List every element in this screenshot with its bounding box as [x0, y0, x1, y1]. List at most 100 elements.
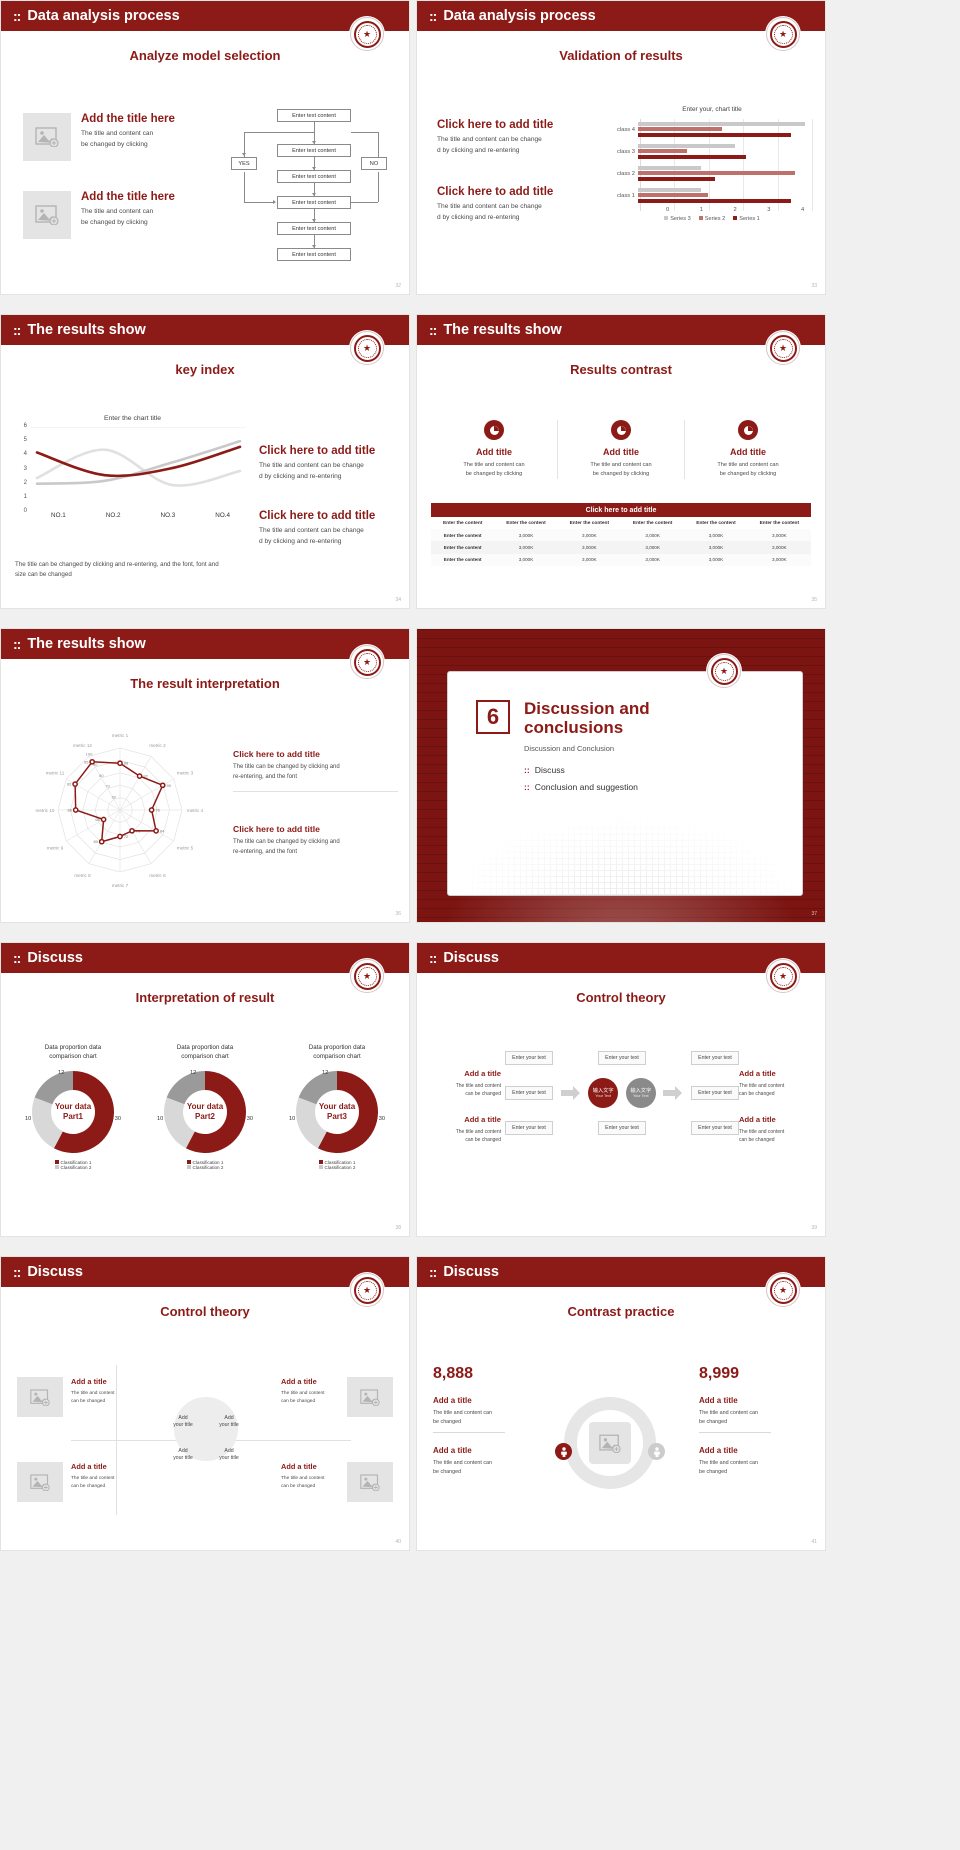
center-circle-2[interactable]: 输入文字 Your Text	[625, 1078, 656, 1108]
donut-chart[interactable]: Your data Part2 12 30 10	[157, 1070, 253, 1153]
result-card[interactable]: Add title The title and content can be ch…	[685, 420, 811, 479]
diagram-box[interactable]: Enter your text	[691, 1051, 739, 1065]
header-title: Discuss	[27, 950, 83, 966]
bar	[638, 176, 715, 181]
left-block-2: Add a title The title and content can be …	[427, 1115, 501, 1145]
diagram-box[interactable]: Enter your text	[598, 1121, 646, 1135]
table-cell: 3,000K	[518, 532, 534, 538]
y-tick-label: 1	[23, 493, 27, 500]
donut-center-label: Your data Part2	[186, 1102, 224, 1121]
svg-text:76: 76	[155, 808, 160, 813]
y-tick-label: 4	[23, 451, 27, 458]
donut-legend: Classification 1 Classification 2	[318, 1160, 355, 1170]
result-card[interactable]: Add title The title and content can be ch…	[431, 420, 558, 480]
donut-row: Data proportion data comparison chart Your…	[7, 1043, 403, 1174]
right-block-2: Add a title The title and content can be …	[739, 1115, 815, 1145]
results-table[interactable]: Click here to add title Enter the conten…	[431, 503, 811, 566]
table-row[interactable]: Enter the content 3,000K 3,000K 3,000K 3,000…	[431, 541, 811, 554]
slide-header: :: Discuss	[1, 943, 409, 973]
cell-line1: Add	[224, 1448, 234, 1454]
quad-top-right: Add a title The title and content can be …	[281, 1377, 393, 1417]
table-cell: 3,000K	[645, 532, 660, 538]
center-cell[interactable]: Add your title	[206, 1409, 252, 1440]
flow-decision-yes[interactable]: YES	[231, 157, 257, 170]
block-line1: The title and content	[739, 1129, 785, 1135]
slide-40[interactable]: :: Discuss ★ Control theory Add a title …	[0, 1256, 410, 1551]
table-cell: 3,000K	[772, 532, 787, 538]
diagram-box[interactable]: Enter your text	[505, 1086, 553, 1100]
flow-node[interactable]: Enter text content	[277, 248, 351, 261]
diagram-box[interactable]: Enter your text	[598, 1051, 646, 1065]
center-cell[interactable]: Add your title	[206, 1440, 252, 1471]
slide-35[interactable]: :: The results show ★ Results contrast A…	[416, 314, 826, 609]
image-placeholder-icon[interactable]	[347, 1462, 393, 1502]
donut-chart[interactable]: Your data Part3 12 30 10	[289, 1070, 385, 1153]
donut-cell: Data proportion data comparison chart Your…	[139, 1043, 271, 1174]
slide-34[interactable]: :: The results show ★ key index Enter th…	[0, 314, 410, 609]
image-placeholder-icon[interactable]	[23, 191, 71, 239]
center-cell[interactable]: Add your title	[160, 1409, 206, 1440]
quad-title: Add a title	[71, 1377, 107, 1386]
diagram-box[interactable]: Enter your text	[505, 1051, 553, 1065]
chart-title: Enter the chart title	[103, 415, 162, 422]
donut-value-left: 10	[25, 1115, 32, 1122]
block-title: Click here to add title	[259, 445, 376, 457]
image-placeholder-icon[interactable]	[589, 1422, 631, 1464]
svg-text:metric 7: metric 7	[112, 883, 129, 888]
donut-value-right: 30	[378, 1115, 385, 1122]
x-tick-label: 1	[699, 207, 703, 213]
bullet-dots-icon: ::	[524, 765, 530, 776]
header-title: Data analysis process	[27, 8, 180, 24]
content-block-1: Add the title here The title and content…	[23, 113, 191, 161]
slide-subtitle: Validation of results	[559, 48, 683, 63]
result-card[interactable]: Add title The title and content can be ch…	[558, 420, 685, 480]
slide-37[interactable]: 6 Discussion and conclusions Discussion …	[416, 628, 826, 923]
block-line2: can be changed	[739, 1091, 775, 1098]
slide-41[interactable]: :: Discuss ★ Contrast practice 8,888 Add…	[416, 1256, 826, 1551]
header-title: Discuss	[27, 1264, 83, 1280]
diagram-box[interactable]: Enter your text	[690, 1086, 739, 1100]
slide-39[interactable]: :: Discuss ★ Control theory Add a title …	[416, 942, 826, 1237]
image-placeholder-icon[interactable]	[23, 113, 71, 161]
table-row[interactable]: Enter the content 3,000K 3,000K 3,000K 3,000…	[431, 553, 811, 566]
center-cell[interactable]: Add your title	[160, 1440, 206, 1471]
circle-label-cn: 输入文字	[630, 1087, 652, 1094]
page-number: 35	[811, 597, 817, 603]
table-row[interactable]: Enter the content 3,000K 3,000K 3,000K 3,000…	[431, 529, 811, 542]
block-title: Click here to add title	[437, 119, 554, 131]
bar-group: class 4	[612, 119, 812, 141]
slide-36[interactable]: :: The results show ★ The result interpr…	[0, 628, 410, 923]
diagram-box[interactable]: Enter your text	[691, 1121, 739, 1135]
slide-38[interactable]: :: Discuss ★ Interpretation of result Da…	[0, 942, 410, 1237]
image-placeholder-icon[interactable]	[17, 1377, 63, 1417]
table-cell: 3,000K	[708, 544, 724, 550]
diagram-box[interactable]: Enter your text	[505, 1121, 553, 1135]
quad-line1: The title and content	[71, 1391, 115, 1396]
slide-33[interactable]: :: Data analysis process ★ Validation of…	[416, 0, 826, 295]
slide-header: :: Data analysis process	[417, 1, 825, 31]
x-tick-label: NO.3	[160, 512, 176, 519]
card-line1: The title and content can	[717, 462, 779, 468]
slide-32[interactable]: :: Data analysis process ★ Analyze model…	[0, 0, 410, 295]
image-placeholder-icon[interactable]	[17, 1462, 63, 1502]
bar	[638, 149, 687, 154]
donut-value-left: 10	[157, 1115, 164, 1122]
block-title: Click here to add title	[437, 186, 554, 198]
block-line1: The title and content	[455, 1129, 501, 1135]
card-line2: be changed by clicking	[719, 471, 777, 478]
y-tick-label: 0	[23, 508, 27, 514]
top-box-row: Enter your text Enter your text Enter yo…	[505, 1051, 739, 1065]
section-number: 6	[476, 700, 510, 734]
flow-decision-no[interactable]: NO	[361, 157, 387, 170]
donut-chart[interactable]: Your data Part1 12 30 10	[25, 1070, 121, 1153]
legend-item: Series 2	[698, 216, 725, 222]
svg-text:metric 2: metric 2	[149, 743, 166, 748]
block-line2: be changed	[433, 1468, 462, 1475]
quad-line2: can be changed	[281, 1398, 316, 1404]
center-circle-1[interactable]: 输入文字 Your Text	[588, 1078, 619, 1108]
table-cell: 3,000K	[708, 557, 724, 563]
bar-category-label: class 4	[616, 127, 635, 133]
image-placeholder-icon[interactable]	[347, 1377, 393, 1417]
block-title: Add the title here	[81, 191, 175, 203]
table-header-cell: Enter the content	[506, 520, 546, 526]
